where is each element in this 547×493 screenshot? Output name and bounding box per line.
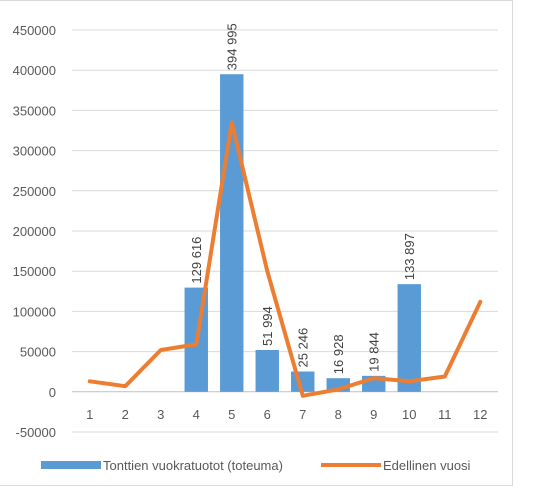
data-labels: 129 616 394 995 51 994 25 246 16 928 19 844 13…	[189, 23, 417, 374]
legend-swatch-bar	[41, 461, 101, 469]
y-tick-label: 300000	[13, 144, 56, 159]
y-tick-label: 350000	[13, 103, 56, 118]
y-tick-label: 150000	[13, 264, 56, 279]
gridlines	[72, 29, 498, 433]
x-tick-label: 3	[157, 407, 164, 422]
line-series	[87, 120, 483, 398]
y-axis: -50000 0 50000 100000 150000 200000 250000 3000…	[13, 23, 56, 440]
x-tick-label: 5	[228, 407, 235, 422]
x-tick-label: 6	[264, 407, 271, 422]
x-tick-label: 1	[86, 407, 93, 422]
bar-data-label: 51 994	[260, 306, 275, 346]
y-tick-label: 250000	[13, 184, 56, 199]
legend: Tonttien vuokratuotot (toteuma) Edelline…	[41, 458, 471, 473]
x-tick-label: 2	[122, 407, 129, 422]
y-tick-label: 200000	[13, 224, 56, 239]
bar-data-label: 133 897	[402, 233, 417, 280]
chart-frame: -50000 0 50000 100000 150000 200000 250000 3000…	[0, 0, 513, 486]
y-tick-label: 100000	[13, 304, 56, 319]
y-tick-label: 0	[49, 385, 56, 400]
x-tick-label: 4	[193, 407, 200, 422]
bar-data-label: 16 928	[331, 334, 346, 374]
y-tick-label: -50000	[16, 425, 56, 440]
bar	[397, 284, 421, 392]
y-tick-label: 50000	[20, 345, 56, 360]
x-tick-label: 10	[402, 407, 416, 422]
x-tick-label: 11	[438, 407, 452, 422]
legend-label-line: Edellinen vuosi	[383, 458, 471, 473]
x-tick-label: 8	[335, 407, 342, 422]
x-axis: 1 2 3 4 5 6 7 8 9 10 11 12	[86, 407, 487, 422]
bar-data-label: 394 995	[225, 23, 240, 70]
y-tick-label: 450000	[13, 23, 56, 38]
x-tick-label: 7	[299, 407, 306, 422]
x-tick-label: 9	[370, 407, 377, 422]
x-tick-label: 12	[473, 407, 487, 422]
chart-area: -50000 0 50000 100000 150000 200000 250000 3000…	[13, 23, 498, 473]
y-tick-label: 400000	[13, 63, 56, 78]
bar-data-label: 25 246	[296, 328, 311, 368]
legend-label-bar: Tonttien vuokratuotot (toteuma)	[103, 458, 283, 473]
bar	[255, 349, 279, 392]
bar-data-label: 129 616	[189, 237, 204, 284]
bar-data-label: 19 844	[367, 332, 382, 372]
line-path	[87, 120, 483, 398]
